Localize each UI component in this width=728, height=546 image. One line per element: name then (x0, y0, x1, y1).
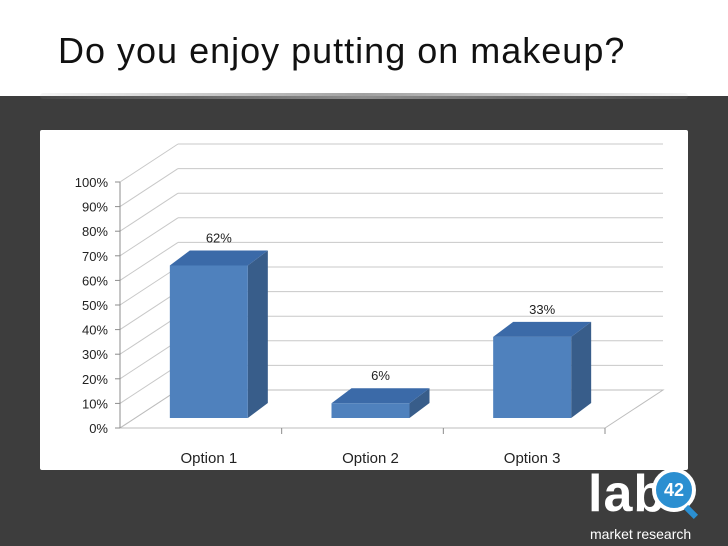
bar (493, 336, 572, 418)
gridline-diagonal (119, 266, 179, 306)
data-label: 6% (371, 368, 390, 383)
data-label: 62% (206, 230, 232, 245)
x-tick-label: Option 3 (504, 450, 561, 467)
slide-title: Do you enjoy putting on makeup? (58, 30, 626, 71)
gridline-diagonal (119, 315, 179, 355)
gridline-diagonal (119, 291, 179, 331)
gridline-diagonal (119, 241, 179, 281)
gridline-diagonal (119, 168, 179, 208)
bar (169, 265, 248, 418)
x-tick-label: Option 2 (342, 450, 399, 467)
bar-top (493, 321, 592, 337)
bar-side (247, 250, 268, 418)
logo-badge-number: 42 (663, 479, 685, 500)
data-label: 33% (529, 302, 555, 317)
magnifier-icon: 42 (652, 468, 696, 512)
y-tick-label: 0% (89, 421, 108, 436)
x-tick-label: Option 1 (180, 450, 237, 467)
magnifier-handle (683, 504, 699, 520)
y-tick-label: 30% (82, 347, 108, 362)
logo-subtitle: market research (590, 526, 692, 542)
gridline-diagonal (119, 217, 179, 257)
y-tick-label: 40% (82, 323, 108, 338)
y-tick-label: 80% (82, 224, 108, 239)
gridline-diagonal (119, 192, 179, 232)
y-tick-label: 20% (82, 372, 108, 387)
bar-top (169, 250, 268, 266)
gridline-diagonal (119, 364, 179, 404)
y-tick-label: 100% (75, 175, 109, 190)
chart-panel: 0% 10% 20% 30% 40% 50% 60% 70% 80% 90% 100% 62% Opti… (40, 130, 688, 470)
bar-chart: 0% 10% 20% 30% 40% 50% 60% 70% 80% 90% 100% 62% Opti… (75, 143, 665, 467)
bar-top (331, 388, 430, 404)
y-tick-label: 70% (82, 249, 108, 264)
gridline-diagonal (119, 143, 179, 183)
y-tick-label: 60% (82, 273, 108, 288)
gridline-diagonal (119, 340, 179, 380)
bar-side (409, 388, 430, 418)
y-tick-label: 90% (82, 200, 108, 215)
bar (331, 403, 410, 418)
y-tick-label: 50% (82, 298, 108, 313)
lab42-logo: lab 42 market research (582, 460, 722, 546)
title-band: Do you enjoy putting on makeup? (0, 0, 728, 99)
bar-side (571, 321, 592, 418)
y-tick-label: 10% (82, 396, 108, 411)
